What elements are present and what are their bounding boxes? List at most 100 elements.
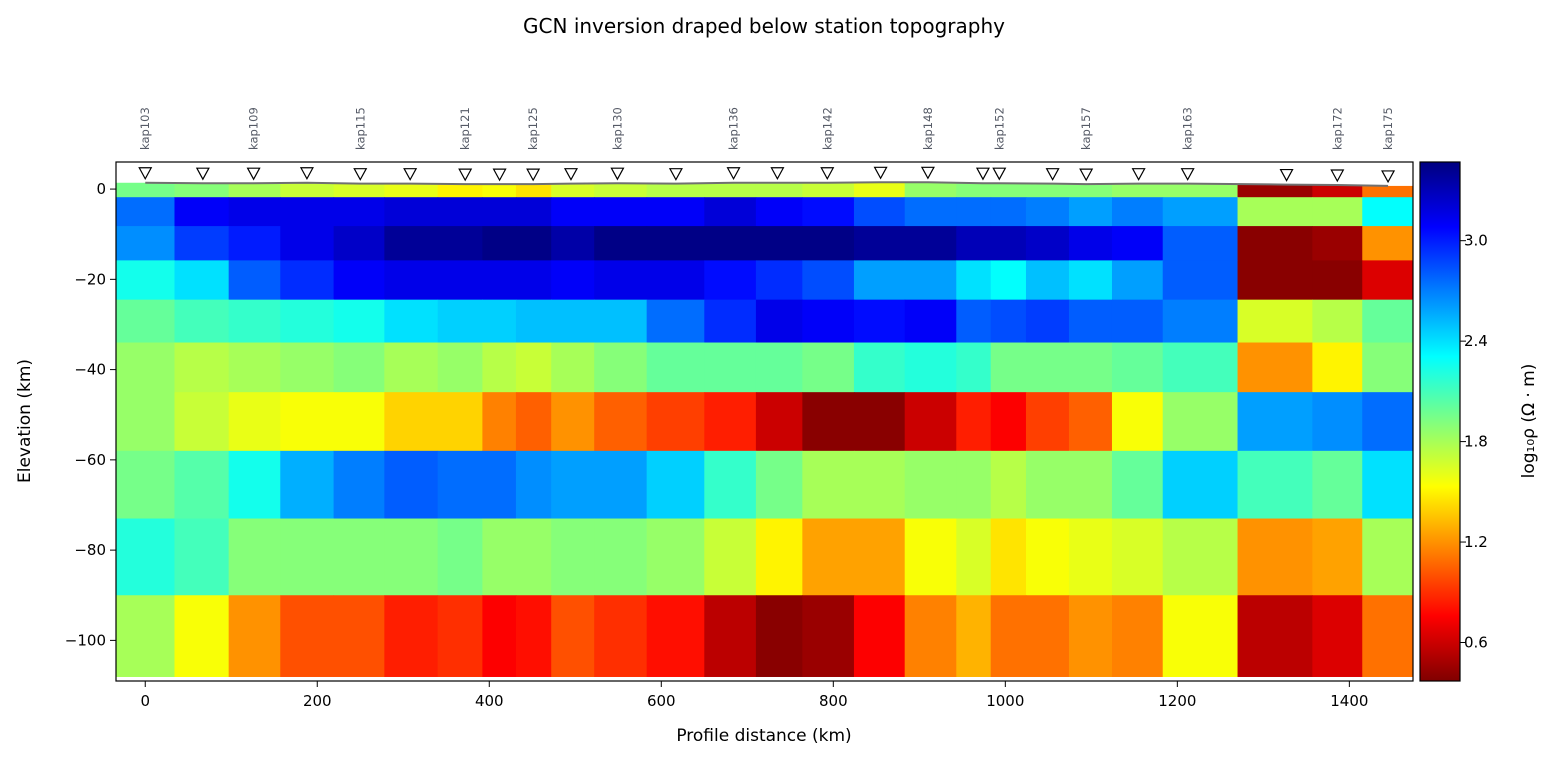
cell (704, 392, 757, 452)
cell (1111, 226, 1164, 261)
cell (1025, 595, 1070, 677)
station-marker (1279, 168, 1294, 182)
cell (482, 392, 517, 452)
station-marker (492, 168, 507, 182)
cell (1362, 518, 1414, 596)
cell (333, 450, 385, 520)
cell (437, 342, 483, 393)
cell (990, 392, 1027, 452)
cell (1312, 392, 1363, 452)
cell (704, 299, 757, 344)
cell (174, 392, 230, 452)
cell (1237, 299, 1313, 344)
cell (116, 342, 175, 393)
cell (228, 392, 281, 452)
cell (1312, 185, 1363, 198)
station-label: kap163 (1181, 107, 1195, 150)
cell (437, 299, 483, 344)
station-label: kap125 (526, 107, 540, 150)
cell (853, 299, 906, 344)
cell (1111, 260, 1164, 301)
cell (1237, 392, 1313, 452)
cell (515, 226, 552, 261)
cell (384, 595, 439, 677)
cell (990, 595, 1027, 677)
cell (1362, 226, 1414, 261)
cell (551, 518, 595, 596)
cell (280, 392, 335, 452)
cell (174, 183, 230, 198)
station-label: kap142 (820, 107, 834, 150)
cell (646, 183, 705, 198)
cell (1312, 518, 1363, 596)
cell (551, 183, 595, 198)
station-label: kap130 (610, 107, 624, 150)
cell (802, 299, 855, 344)
cell (280, 518, 335, 596)
cell (437, 260, 483, 301)
cell (1237, 226, 1313, 261)
cell (594, 197, 648, 227)
cell (280, 260, 335, 301)
cell (1068, 184, 1113, 198)
cell (1025, 342, 1070, 393)
cell (853, 392, 906, 452)
cell (956, 595, 992, 677)
colorbar (1419, 161, 1461, 682)
cell (956, 260, 992, 301)
cell (904, 182, 957, 198)
colorbar-tick-label: 3.0 (1464, 232, 1488, 250)
cell (704, 260, 757, 301)
cell (384, 260, 439, 301)
cell (704, 518, 757, 596)
cell (333, 183, 385, 198)
cell (482, 595, 517, 677)
cell (515, 197, 552, 227)
y-tick-label: −60 (74, 451, 106, 469)
cell (990, 342, 1027, 393)
y-tick-label: −80 (74, 541, 106, 559)
cell (482, 226, 517, 261)
station-marker (820, 167, 835, 181)
cell (704, 595, 757, 677)
cell (1362, 450, 1414, 520)
cell (174, 450, 230, 520)
cell (1162, 197, 1239, 227)
cell (384, 450, 439, 520)
cell (515, 299, 552, 344)
cell (1025, 197, 1070, 227)
cell (755, 299, 803, 344)
cell (755, 450, 803, 520)
cell (280, 299, 335, 344)
cell (482, 450, 517, 520)
cell (333, 299, 385, 344)
cell (1312, 595, 1363, 677)
colorbar-tick-label: 2.4 (1464, 332, 1488, 350)
cell (704, 182, 757, 198)
cell (802, 595, 855, 677)
cell (704, 197, 757, 227)
cell (116, 182, 175, 198)
station-marker (920, 166, 935, 180)
cell (1111, 299, 1164, 344)
cell (853, 342, 906, 393)
cell (515, 595, 552, 677)
cell (174, 226, 230, 261)
chart-title: GCN inversion draped below station topog… (523, 14, 1005, 38)
cell (956, 226, 992, 261)
cell (333, 197, 385, 227)
cell (1068, 392, 1113, 452)
cell (551, 450, 595, 520)
cell (1068, 450, 1113, 520)
station-marker (1180, 168, 1195, 181)
y-axis-label: Elevation (km) (15, 359, 35, 483)
cell (437, 392, 483, 452)
y-tick-label: 0 (96, 180, 106, 198)
cell (1162, 450, 1239, 520)
cell (802, 342, 855, 393)
cell (280, 197, 335, 227)
cell (551, 226, 595, 261)
cell (228, 342, 281, 393)
cell (174, 518, 230, 596)
station-marker (1330, 169, 1345, 183)
